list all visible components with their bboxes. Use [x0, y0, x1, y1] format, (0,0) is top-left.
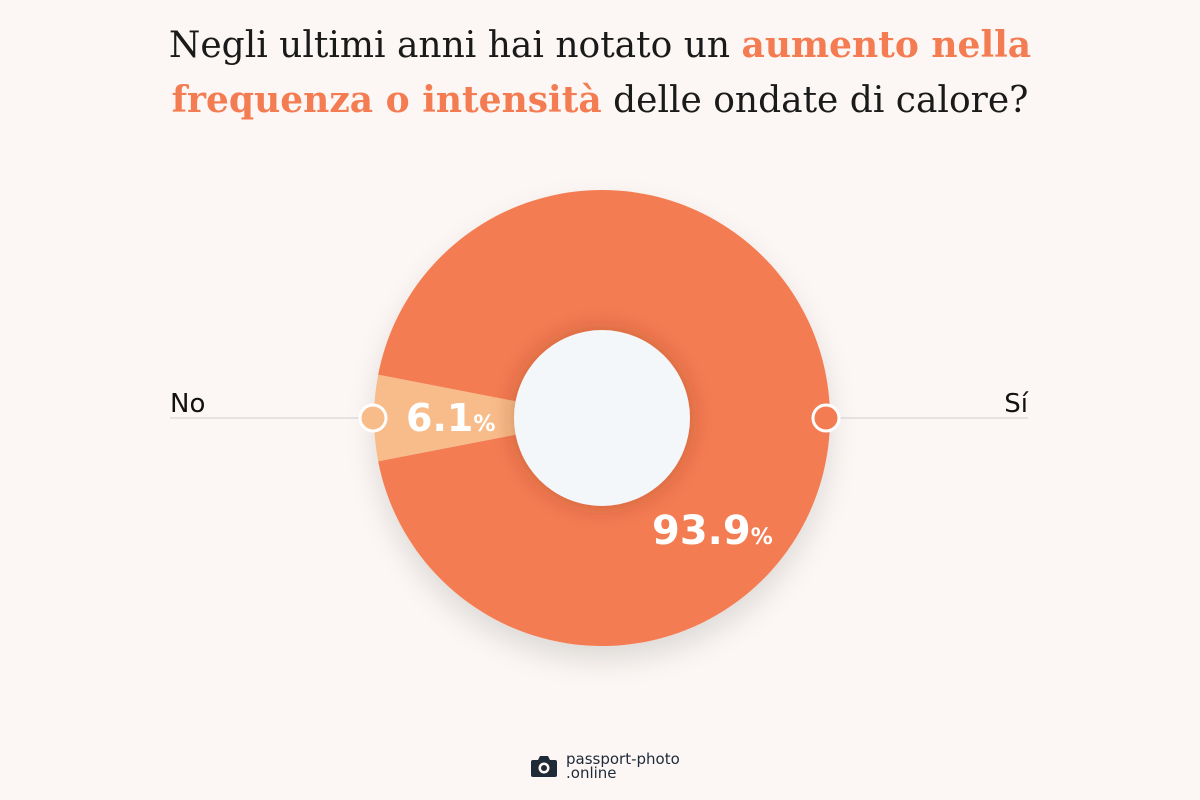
- camera-icon: [531, 756, 557, 777]
- category-label-si: Sí: [1004, 389, 1029, 419]
- chart-title: Negli ultimi anni hai notato un aumento …: [0, 18, 1200, 128]
- brand-logo: passport-photo .online: [530, 750, 680, 782]
- marker-no: [358, 403, 388, 433]
- marker-si: [811, 403, 841, 433]
- category-label-no: No: [170, 389, 205, 419]
- title-text: Negli ultimi anni hai notato un: [168, 25, 742, 66]
- data-label-no: 6.1%: [406, 396, 495, 440]
- title-text: delle ondate di calore?: [601, 80, 1029, 121]
- logo-text: passport-photo: [566, 750, 680, 768]
- donut-hole: [514, 330, 690, 506]
- data-label-si: 93.9%: [652, 508, 773, 554]
- logo-text: .online: [566, 764, 617, 782]
- title-highlight: frequenza o intensità: [171, 79, 602, 121]
- slice-no: [374, 374, 602, 462]
- title-highlight: aumento nella: [741, 24, 1032, 66]
